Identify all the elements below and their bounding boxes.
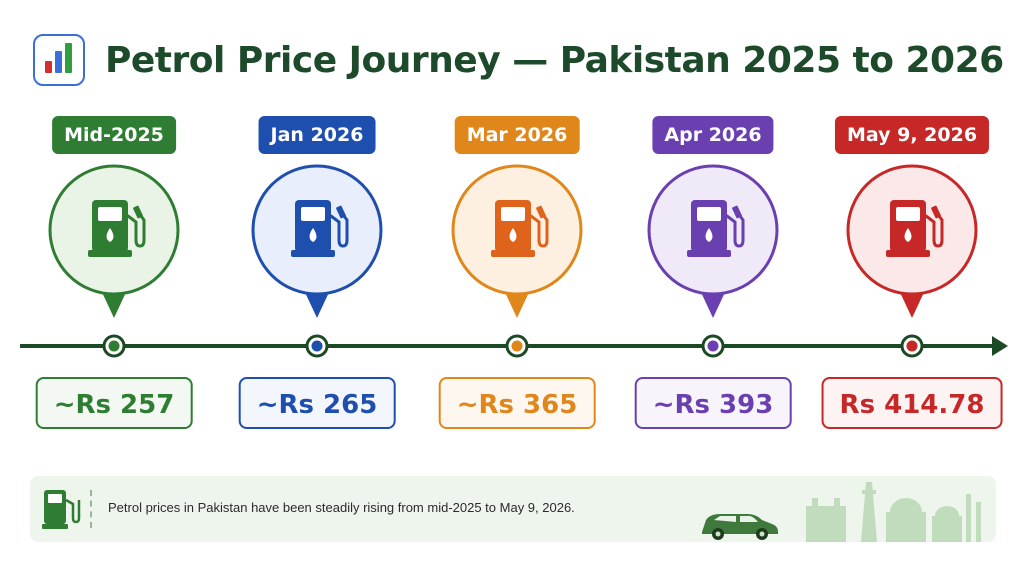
- bar-chart-icon: [33, 34, 85, 86]
- stage-marker: [451, 164, 583, 358]
- date-badge: Apr 2026: [652, 116, 774, 154]
- price-label: ~Rs 365: [438, 377, 596, 429]
- date-badge: Mid-2025: [52, 116, 176, 154]
- stage-marker: [48, 164, 180, 358]
- price-label: ~Rs 393: [634, 377, 792, 429]
- fuel-pump-icon: [291, 200, 349, 257]
- footer-divider: [90, 490, 92, 528]
- footer-text: Petrol prices in Pakistan have been stea…: [108, 500, 575, 515]
- timeline-arrowhead: [992, 336, 1008, 356]
- date-badge: May 9, 2026: [834, 116, 990, 154]
- fuel-pump-icon: [687, 200, 745, 257]
- car-and-skyline-icon: [702, 482, 981, 542]
- stage-marker: [846, 164, 978, 358]
- stage-marker: [251, 164, 383, 358]
- price-label: ~Rs 257: [35, 377, 193, 429]
- fuel-pump-icon: [88, 200, 146, 257]
- price-label: ~Rs 265: [238, 377, 396, 429]
- fuel-pump-icon: [886, 200, 944, 257]
- car-icon: [702, 514, 778, 540]
- page-title: Petrol Price Journey — Pakistan 2025 to …: [105, 39, 1004, 81]
- date-badge: Mar 2026: [454, 116, 580, 154]
- stage-marker: [647, 164, 779, 358]
- fuel-pump-icon: [42, 490, 81, 529]
- header: Petrol Price Journey — Pakistan 2025 to …: [33, 30, 1004, 90]
- fuel-pump-icon: [491, 200, 549, 257]
- footer-banner: Petrol prices in Pakistan have been stea…: [30, 476, 996, 542]
- date-badge: Jan 2026: [258, 116, 376, 154]
- price-label: Rs 414.78: [821, 377, 1003, 429]
